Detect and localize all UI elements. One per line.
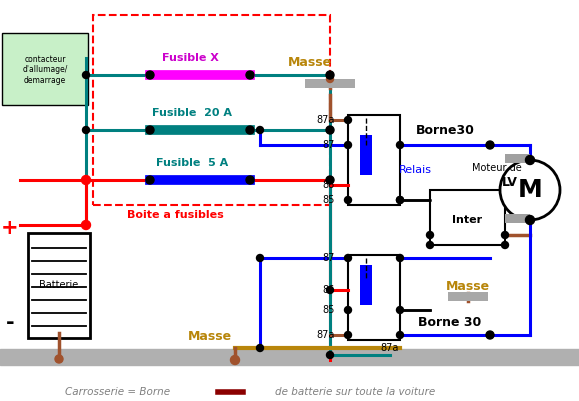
Text: Carrosserie = Borne: Carrosserie = Borne: [65, 387, 171, 397]
Bar: [0, 349, 579, 365]
Circle shape: [256, 255, 263, 261]
Circle shape: [146, 71, 154, 79]
Text: -: -: [6, 313, 14, 333]
Text: Relais: Relais: [398, 165, 431, 175]
Circle shape: [397, 332, 404, 338]
Circle shape: [345, 306, 351, 314]
Circle shape: [486, 331, 494, 339]
Text: contacteur
d'allumage/
demarrage: contacteur d'allumage/ demarrage: [23, 55, 68, 85]
Bar: [505, 214, 530, 223]
Text: Fusible  20 A: Fusible 20 A: [152, 108, 232, 118]
Text: 87: 87: [323, 253, 335, 263]
Circle shape: [501, 241, 508, 249]
Text: Masse: Masse: [188, 330, 232, 342]
Circle shape: [345, 117, 351, 124]
Circle shape: [326, 126, 334, 134]
Circle shape: [501, 231, 508, 239]
Text: Batterie: Batterie: [39, 280, 79, 290]
Circle shape: [427, 231, 434, 239]
Circle shape: [256, 126, 263, 134]
Text: 87a: 87a: [317, 115, 335, 125]
Circle shape: [246, 176, 254, 184]
Bar: [360, 135, 372, 175]
FancyBboxPatch shape: [2, 33, 88, 105]
Circle shape: [397, 255, 404, 261]
Circle shape: [326, 176, 334, 184]
Text: Masse: Masse: [446, 281, 490, 294]
Bar: [505, 154, 530, 163]
Text: Borne 30: Borne 30: [419, 316, 482, 328]
Circle shape: [326, 71, 334, 79]
Circle shape: [82, 221, 90, 229]
Circle shape: [526, 156, 534, 164]
Circle shape: [327, 286, 334, 294]
Text: 85: 85: [323, 195, 335, 205]
Text: 87a: 87a: [381, 343, 399, 353]
Text: 85: 85: [323, 305, 335, 315]
Circle shape: [246, 126, 254, 134]
Circle shape: [345, 142, 351, 148]
Text: Masse: Masse: [288, 55, 332, 69]
Bar: [448, 292, 488, 301]
Text: Moteur de: Moteur de: [472, 163, 522, 173]
Circle shape: [256, 344, 263, 352]
Circle shape: [55, 355, 63, 363]
Circle shape: [345, 255, 351, 261]
Circle shape: [82, 176, 90, 184]
Circle shape: [397, 142, 404, 148]
Text: Fusible X: Fusible X: [162, 53, 218, 63]
Text: 87: 87: [323, 140, 335, 150]
Circle shape: [345, 332, 351, 338]
Circle shape: [397, 196, 404, 203]
Text: Inter: Inter: [452, 215, 482, 225]
Text: M: M: [518, 178, 543, 202]
Text: LV: LV: [502, 176, 518, 188]
Circle shape: [146, 126, 154, 134]
Text: Fusible  5 A: Fusible 5 A: [156, 158, 228, 168]
Circle shape: [345, 196, 351, 203]
Bar: [348, 255, 400, 340]
Circle shape: [82, 126, 90, 134]
Text: Boite a fusibles: Boite a fusibles: [127, 210, 223, 220]
Text: +: +: [1, 218, 19, 238]
Text: de batterie sur toute la voiture: de batterie sur toute la voiture: [275, 387, 435, 397]
Circle shape: [146, 176, 154, 184]
Circle shape: [500, 160, 560, 220]
Text: 86: 86: [323, 180, 335, 190]
Circle shape: [397, 306, 404, 314]
Circle shape: [327, 75, 334, 83]
Bar: [360, 265, 372, 305]
Text: 87a: 87a: [317, 330, 335, 340]
Circle shape: [246, 71, 254, 79]
Circle shape: [526, 215, 534, 225]
Circle shape: [486, 141, 494, 149]
Text: 86: 86: [323, 285, 335, 295]
Text: Borne30: Borne30: [416, 124, 474, 136]
Bar: [28, 233, 90, 338]
Circle shape: [327, 352, 334, 358]
Bar: [348, 115, 400, 205]
Circle shape: [230, 356, 240, 365]
Circle shape: [397, 196, 404, 203]
Circle shape: [427, 241, 434, 249]
Bar: [305, 79, 355, 88]
Circle shape: [82, 71, 90, 79]
Bar: [430, 190, 505, 245]
